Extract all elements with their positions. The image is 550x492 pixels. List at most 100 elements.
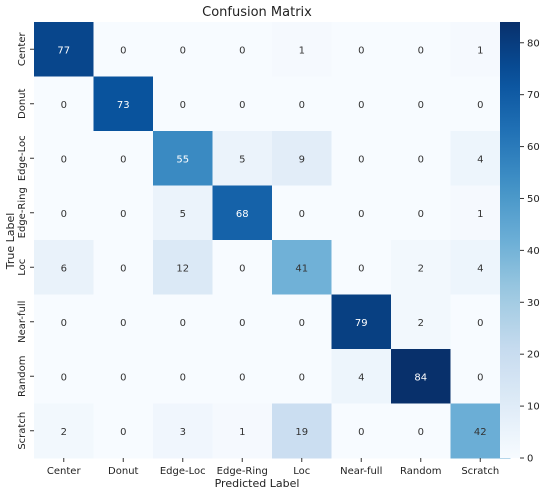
- heatmap-cell: [212, 294, 273, 350]
- heatmap-cell: [272, 76, 332, 132]
- cell-value-label: 0: [477, 100, 483, 111]
- cell-value-label: 84: [414, 372, 427, 383]
- cell-value-label: 19: [295, 427, 308, 438]
- cell-value-label: 1: [299, 45, 305, 56]
- y-tick-label: Center: [17, 32, 28, 67]
- cell-value-label: 5: [180, 209, 186, 220]
- colorbar-tick-label: 60: [527, 142, 540, 153]
- cell-value-label: 0: [358, 427, 364, 438]
- colorbar-tick-label: 80: [527, 38, 540, 49]
- cell-value-label: 12: [176, 263, 189, 274]
- heatmap-cell: [153, 131, 213, 186]
- heatmap-cell: [34, 403, 94, 459]
- heatmap-cell: [391, 349, 451, 404]
- heatmap-cell: [93, 240, 154, 295]
- cell-value-label: 0: [120, 45, 126, 56]
- cell-value-label: 73: [117, 100, 130, 111]
- cell-value-label: 0: [358, 154, 364, 165]
- cell-value-label: 0: [120, 372, 126, 383]
- chart-title: Confusion Matrix: [202, 5, 312, 20]
- heatmap-cell: [391, 294, 451, 350]
- cell-value-label: 42: [474, 427, 487, 438]
- cell-value-label: 0: [358, 100, 364, 111]
- cell-value-label: 0: [299, 209, 305, 220]
- y-tick-label: Scratch: [17, 412, 28, 450]
- cell-value-label: 0: [61, 372, 67, 383]
- heatmap-cell: [93, 294, 154, 350]
- heatmap-cell: [212, 240, 273, 295]
- heatmap-cell: [391, 403, 451, 459]
- cell-value-label: 9: [299, 154, 305, 165]
- cell-value-label: 77: [57, 45, 70, 56]
- cell-value-label: 0: [239, 45, 245, 56]
- cell-value-label: 2: [61, 427, 67, 438]
- y-tick-label: Edge-Ring: [17, 187, 28, 238]
- heatmap-cell: [272, 185, 332, 241]
- cell-value-label: 3: [180, 427, 186, 438]
- colorbar-ticks: 0 10 20 30 40 50 60 70 80: [520, 38, 540, 465]
- heatmap-cell: [272, 403, 332, 459]
- heatmap-cell: [34, 131, 94, 186]
- colorbar-tick-label: 0: [527, 454, 533, 465]
- cell-value-label: 0: [120, 263, 126, 274]
- y-axis-label: True Label: [4, 213, 17, 271]
- heatmap-cell: [34, 22, 94, 77]
- heatmap-cell: [391, 131, 451, 186]
- colorbar-tick-label: 70: [527, 90, 540, 101]
- cell-value-label: 0: [61, 209, 67, 220]
- cell-value-label: 0: [120, 427, 126, 438]
- cell-value-label: 0: [418, 427, 424, 438]
- cell-value-label: 4: [477, 263, 483, 274]
- heatmap-cell: [391, 185, 451, 241]
- x-tick-label: Scratch: [461, 466, 499, 477]
- heatmap-cell: [93, 403, 154, 459]
- cell-value-label: 0: [120, 318, 126, 329]
- heatmap-cell: [391, 22, 451, 77]
- heatmap-cell: [34, 349, 94, 404]
- cell-value-label: 0: [239, 263, 245, 274]
- cell-value-label: 0: [61, 154, 67, 165]
- cell-value-label: 0: [61, 100, 67, 111]
- cell-value-label: 0: [239, 372, 245, 383]
- heatmap-cell: [153, 403, 213, 459]
- heatmap-cell: [153, 22, 213, 77]
- cell-value-label: 4: [358, 372, 364, 383]
- cell-value-label: 0: [180, 45, 186, 56]
- heatmap-cell: [272, 349, 332, 404]
- colorbar-tick-label: 20: [527, 350, 540, 361]
- x-axis-ticks: Center Donut Edge-Loc Edge-Ring Loc Near-full…: [47, 458, 499, 477]
- cell-value-label: 0: [180, 372, 186, 383]
- cell-value-label: 1: [477, 209, 483, 220]
- cell-value-label: 0: [418, 209, 424, 220]
- x-tick-label: Random: [400, 466, 441, 477]
- cell-value-label: 55: [176, 154, 189, 165]
- x-tick-label: Edge-Loc: [160, 466, 206, 477]
- heatmap-cell: [153, 349, 213, 404]
- y-tick-label: Edge-Loc: [17, 135, 28, 181]
- heatmap-cell: [272, 240, 332, 295]
- cell-value-label: 0: [299, 100, 305, 111]
- heatmap-cell: [34, 185, 94, 241]
- heatmap-cell: [93, 22, 154, 77]
- cell-value-label: 68: [236, 209, 249, 220]
- heatmap-cell: [93, 76, 154, 132]
- heatmap-cell: [331, 294, 392, 350]
- cell-value-label: 5: [239, 154, 245, 165]
- heatmap-cells: [34, 22, 511, 459]
- cell-value-label: 0: [358, 209, 364, 220]
- heatmap-cell: [212, 403, 273, 459]
- x-tick-label: Near-full: [340, 466, 382, 477]
- y-tick-label: Random: [17, 356, 28, 397]
- y-axis-ticks: Center Donut Edge-Loc Edge-Ring Loc Near-full…: [17, 32, 34, 450]
- heatmap-cell: [212, 131, 273, 186]
- x-tick-label: Edge-Ring: [217, 466, 268, 477]
- heatmap-cell: [212, 349, 273, 404]
- cell-value-label: 0: [299, 318, 305, 329]
- heatmap-cell: [212, 76, 273, 132]
- cell-value-label: 4: [477, 154, 483, 165]
- heatmap-cell: [34, 240, 94, 295]
- colorbar: [500, 22, 520, 458]
- heatmap-cell: [272, 131, 332, 186]
- cell-value-label: 1: [477, 45, 483, 56]
